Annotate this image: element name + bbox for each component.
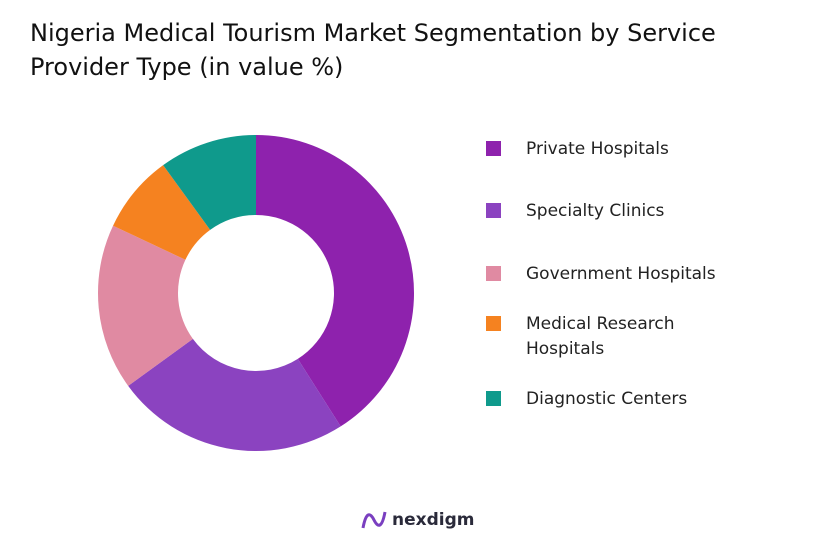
donut-slice — [256, 135, 415, 427]
legend-item: Medical Research Hospitals — [486, 312, 786, 362]
legend-swatch — [486, 203, 501, 218]
legend-label: Medical Research Hospitals — [526, 314, 675, 359]
legend-item: Diagnostic Centers — [486, 387, 786, 412]
legend-item: Specialty Clinics — [486, 199, 786, 224]
legend-swatch — [486, 316, 501, 331]
legend-swatch — [486, 141, 501, 156]
donut-slice — [98, 225, 193, 386]
brand: nexdigm — [392, 510, 475, 530]
legend-item: Government Hospitals — [486, 262, 786, 287]
chart-title: Nigeria Medical Tourism Market Segmentat… — [30, 19, 716, 81]
legend-label: Government Hospitals — [526, 264, 716, 284]
logo: nexdigm — [360, 508, 474, 532]
legend-label: Private Hospitals — [526, 139, 669, 159]
legend-label: Diagnostic Centers — [526, 389, 688, 409]
donut-slice — [163, 135, 256, 230]
donut-slice — [128, 338, 341, 451]
legend-swatch — [486, 266, 501, 281]
legend-swatch — [486, 391, 501, 406]
legend-item: Private Hospitals — [486, 137, 786, 162]
logo-icon — [361, 511, 387, 529]
legend-label: Specialty Clinics — [526, 201, 665, 221]
donut-slice — [113, 165, 211, 260]
